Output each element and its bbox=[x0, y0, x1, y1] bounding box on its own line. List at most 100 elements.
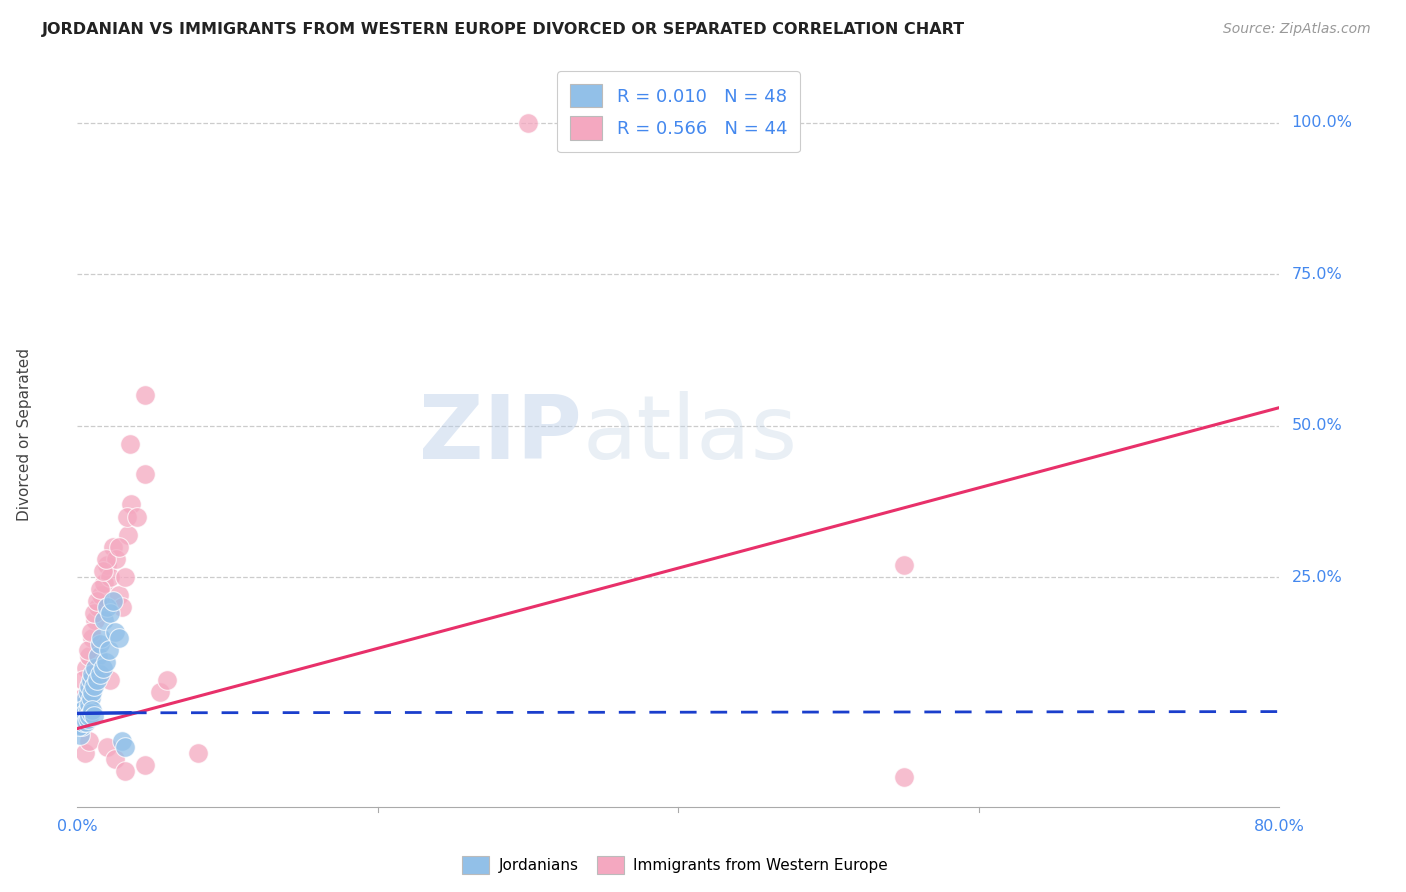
Point bbox=[111, 733, 134, 747]
Point bbox=[91, 661, 114, 675]
Point bbox=[82, 667, 104, 681]
Text: 50.0%: 50.0% bbox=[1292, 418, 1343, 434]
Point bbox=[100, 607, 122, 621]
Point bbox=[72, 703, 94, 717]
Point bbox=[89, 667, 111, 681]
Point bbox=[76, 642, 98, 657]
Point bbox=[86, 594, 108, 608]
Point bbox=[70, 709, 93, 723]
Point bbox=[114, 739, 136, 754]
Point bbox=[83, 709, 105, 723]
Point bbox=[103, 540, 125, 554]
Point bbox=[73, 698, 96, 712]
Point bbox=[104, 624, 127, 639]
Point bbox=[97, 642, 120, 657]
Point bbox=[83, 607, 105, 621]
Legend: R = 0.010   N = 48, R = 0.566   N = 44: R = 0.010 N = 48, R = 0.566 N = 44 bbox=[557, 71, 800, 153]
Point bbox=[120, 498, 142, 512]
Point bbox=[70, 718, 93, 732]
Point bbox=[75, 715, 97, 730]
Point bbox=[75, 709, 97, 723]
Point bbox=[134, 757, 156, 772]
Point bbox=[100, 570, 122, 584]
Point bbox=[79, 733, 101, 747]
Text: 0.0%: 0.0% bbox=[58, 820, 97, 834]
Point bbox=[75, 661, 97, 675]
Point bbox=[76, 685, 98, 699]
Point bbox=[76, 713, 98, 727]
Point bbox=[80, 706, 103, 721]
Point bbox=[72, 715, 94, 730]
Point bbox=[893, 770, 915, 784]
Point bbox=[186, 746, 209, 760]
Point bbox=[96, 558, 118, 572]
Point bbox=[517, 116, 540, 130]
Point bbox=[114, 764, 136, 778]
Point bbox=[79, 698, 101, 712]
Point bbox=[76, 703, 98, 717]
Point bbox=[86, 673, 108, 687]
Point bbox=[114, 570, 136, 584]
Point bbox=[73, 746, 96, 760]
Point bbox=[156, 673, 179, 687]
Point bbox=[127, 509, 149, 524]
Point bbox=[90, 588, 112, 602]
Point bbox=[69, 728, 91, 742]
Point bbox=[89, 637, 111, 651]
Point bbox=[73, 713, 96, 727]
Point bbox=[73, 706, 96, 721]
Point bbox=[75, 691, 97, 706]
Point bbox=[69, 709, 91, 723]
Text: ZIP: ZIP bbox=[419, 392, 582, 478]
Point bbox=[108, 631, 131, 645]
Point bbox=[79, 648, 101, 663]
Point bbox=[87, 648, 110, 663]
Point bbox=[94, 655, 117, 669]
Point bbox=[90, 631, 112, 645]
Point bbox=[67, 718, 90, 732]
Text: JORDANIAN VS IMMIGRANTS FROM WESTERN EUROPE DIVORCED OR SEPARATED CORRELATION CH: JORDANIAN VS IMMIGRANTS FROM WESTERN EUR… bbox=[42, 22, 966, 37]
Point bbox=[108, 588, 131, 602]
Point bbox=[70, 703, 93, 717]
Point bbox=[118, 437, 141, 451]
Point bbox=[96, 600, 118, 615]
Text: 80.0%: 80.0% bbox=[1254, 820, 1305, 834]
Text: 100.0%: 100.0% bbox=[1292, 115, 1353, 130]
Point bbox=[94, 552, 117, 566]
Point bbox=[72, 673, 94, 687]
Point bbox=[80, 673, 103, 687]
Point bbox=[149, 685, 172, 699]
Point bbox=[111, 600, 134, 615]
Point bbox=[82, 703, 104, 717]
Legend: Jordanians, Immigrants from Western Europe: Jordanians, Immigrants from Western Euro… bbox=[456, 850, 894, 880]
Text: 25.0%: 25.0% bbox=[1292, 570, 1343, 584]
Point bbox=[115, 509, 138, 524]
Point bbox=[134, 467, 156, 482]
Text: atlas: atlas bbox=[582, 392, 797, 478]
Point bbox=[105, 552, 128, 566]
Point bbox=[84, 661, 107, 675]
Point bbox=[79, 709, 101, 723]
Point bbox=[82, 685, 104, 699]
Point bbox=[72, 706, 94, 721]
Point bbox=[79, 679, 101, 693]
Point bbox=[82, 631, 104, 645]
Point bbox=[80, 624, 103, 639]
Text: 75.0%: 75.0% bbox=[1292, 267, 1343, 282]
Point bbox=[67, 715, 90, 730]
Point bbox=[83, 679, 105, 693]
Point bbox=[69, 713, 91, 727]
Point bbox=[103, 594, 125, 608]
Point bbox=[70, 691, 93, 706]
Point bbox=[89, 582, 111, 597]
Point bbox=[134, 388, 156, 402]
Point bbox=[108, 540, 131, 554]
Point bbox=[117, 528, 139, 542]
Point bbox=[96, 739, 118, 754]
Point bbox=[84, 613, 107, 627]
Point bbox=[93, 576, 115, 591]
Point bbox=[80, 691, 103, 706]
Point bbox=[100, 673, 122, 687]
Text: Divorced or Separated: Divorced or Separated bbox=[17, 349, 32, 521]
Point bbox=[87, 600, 110, 615]
